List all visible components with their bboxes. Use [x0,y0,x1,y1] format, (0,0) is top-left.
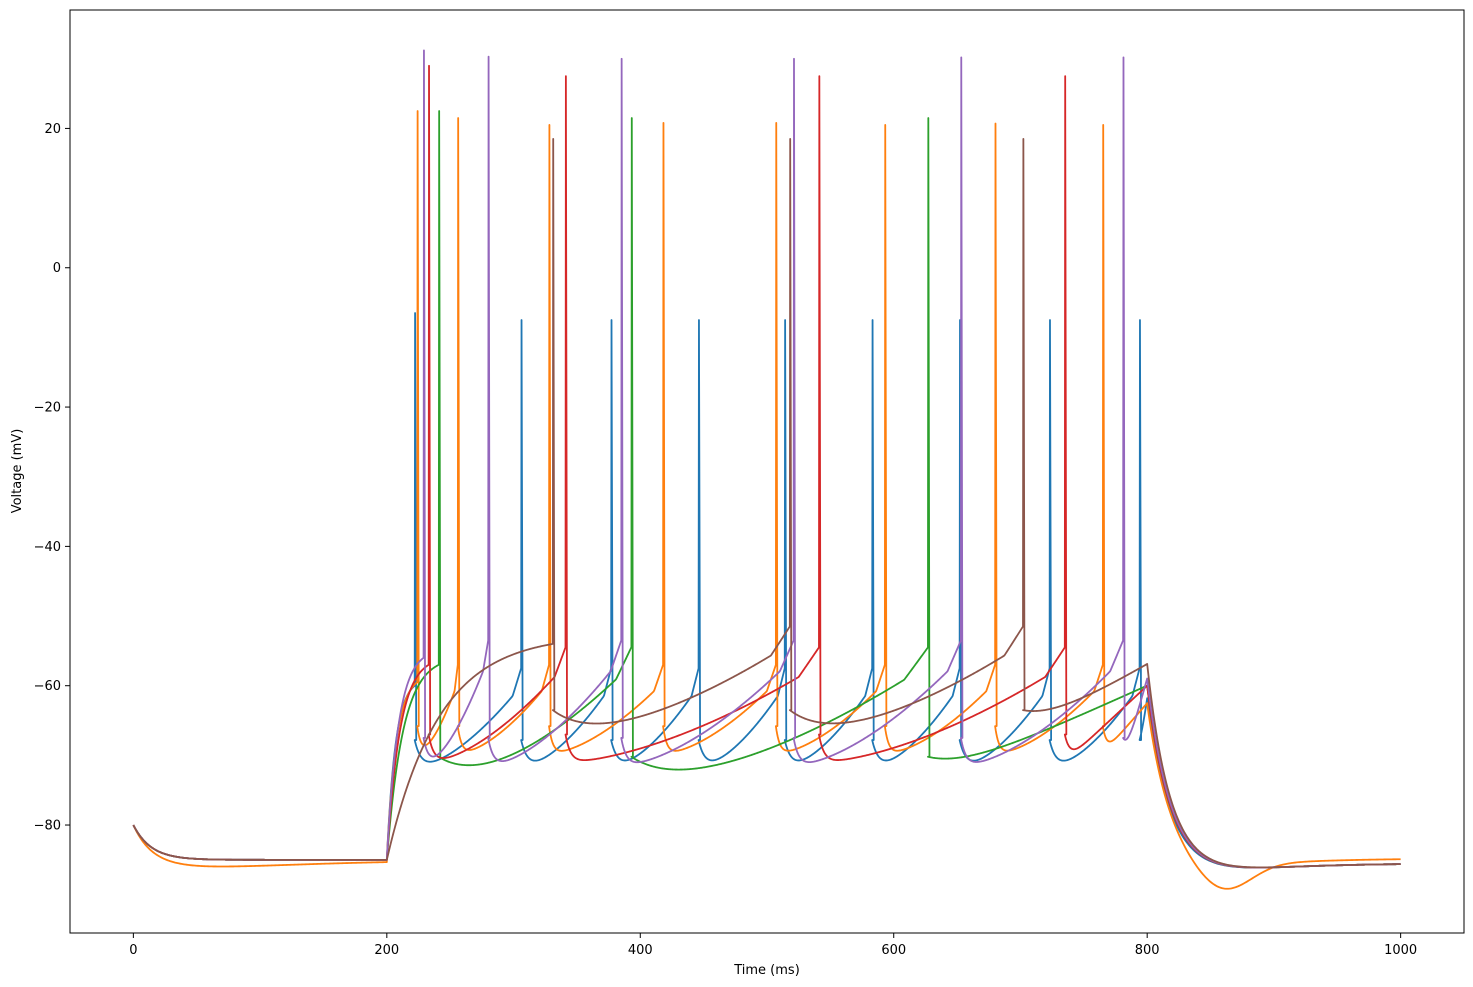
x-axis-label: Time (ms) [733,963,800,978]
x-axis-ticks: 0 200 400 600 800 1000 [129,933,1417,958]
series-line-1 [132,312,1401,869]
y-axis-ticks: −80 −60 −40 −20 0 20 [34,122,70,834]
axes-frame [69,9,1465,934]
y-tick-label: −40 [34,540,61,555]
y-tick-label: −20 [34,401,61,416]
x-tick-label: 400 [628,943,653,958]
x-tick-label: 800 [1135,943,1160,958]
x-tick-label: 1000 [1384,943,1417,958]
y-tick-label: −80 [34,819,61,834]
y-tick-label: 20 [44,122,61,137]
x-tick-label: 600 [881,943,906,958]
x-tick-label: 200 [374,943,399,958]
series-line-5 [132,49,1401,869]
y-tick-label: 0 [53,261,61,276]
x-tick-label: 0 [129,943,137,958]
series-line-6 [132,137,1401,869]
series-layer [132,49,1401,890]
plot-area [69,9,1465,934]
y-axis-label: Voltage (mV) [10,429,25,514]
y-tick-label: −60 [34,679,61,694]
